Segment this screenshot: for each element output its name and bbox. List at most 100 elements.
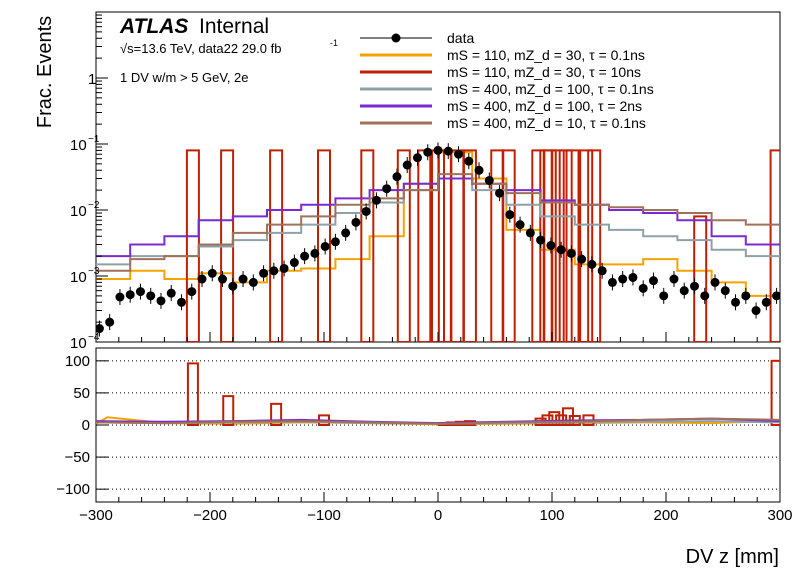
ratio-series-4-line — [96, 417, 780, 425]
ratio-y-tick-label: −50 — [65, 449, 90, 466]
selection-label: 1 DV w/m > 5 GeV, 2e — [120, 70, 249, 85]
series-5-line — [96, 173, 780, 272]
ratio-series-1-spike — [548, 411, 561, 426]
data-point — [238, 274, 248, 284]
ratio-y-tick-label: 50 — [73, 385, 90, 402]
data-point — [566, 248, 576, 258]
series-2-spike — [587, 149, 602, 342]
data-point — [772, 291, 780, 301]
x-tick-label: −300 — [79, 507, 113, 524]
data-point — [505, 210, 515, 220]
data-point — [741, 291, 751, 301]
data-point — [320, 241, 330, 251]
data-point — [412, 153, 422, 163]
data-point — [731, 297, 741, 307]
main-y-tick-exponent: −1 — [88, 134, 100, 145]
data-point — [330, 237, 340, 247]
data-point — [536, 235, 546, 245]
data-point — [659, 291, 669, 301]
y-axis-label: Frac. Events — [34, 16, 56, 128]
series-2-spike — [462, 149, 477, 342]
data-point — [690, 281, 699, 291]
x-tick-label: 100 — [539, 507, 564, 524]
data-point — [556, 245, 566, 255]
ratio-series-1-spike — [222, 395, 235, 426]
data-point — [484, 175, 494, 185]
main-y-tick-label: 10 — [70, 269, 87, 286]
data-point — [546, 240, 556, 250]
data-point — [751, 306, 761, 316]
data-point — [96, 324, 104, 334]
legend-series-0-label: data — [447, 30, 474, 46]
data-point — [341, 228, 351, 238]
data-point — [525, 228, 535, 238]
data-point — [207, 268, 217, 278]
data-point — [577, 254, 587, 264]
data-point — [474, 165, 484, 175]
legend-series-3-label: mS = 400, mZ_d = 100, τ = 0.1ns — [447, 81, 654, 97]
data-point — [607, 277, 617, 287]
data-point — [495, 188, 505, 198]
x-tick-label: −100 — [307, 507, 341, 524]
data-point — [648, 276, 658, 286]
legend-data-marker — [391, 33, 401, 43]
data-point — [269, 266, 279, 276]
series-2-spike — [360, 149, 375, 342]
data-point — [700, 291, 710, 301]
data-point — [248, 277, 258, 287]
ratio-series-1-spike — [186, 362, 199, 426]
data-point — [135, 287, 145, 297]
x-tick-label: 300 — [767, 507, 792, 524]
data-point — [761, 297, 771, 307]
series-2-spike — [269, 149, 284, 342]
data-point — [628, 272, 638, 282]
ratio-y-tick-label: 100 — [65, 353, 90, 370]
legend-series-1-label: mS = 110, mZ_d = 30, τ = 0.1ns — [447, 47, 645, 63]
data-point — [638, 283, 648, 293]
main-y-tick-exponent: −4 — [88, 332, 100, 343]
ratio-y-tick-label: −100 — [56, 481, 90, 498]
data-point — [443, 146, 453, 156]
legend-series-5-label: mS = 400, mZ_d = 10, τ = 0.1ns — [447, 115, 646, 131]
main-y-tick-label: 1 — [88, 71, 96, 88]
data-point — [228, 281, 238, 291]
series-2-spike — [542, 149, 557, 342]
data-point — [177, 297, 186, 307]
data-point — [187, 287, 197, 297]
x-tick-label: 0 — [434, 507, 442, 524]
data-point — [710, 277, 720, 287]
main-series-layer — [96, 142, 780, 342]
series-2-spike — [565, 149, 580, 342]
data-point — [392, 172, 402, 182]
main-y-tick-label: 10 — [70, 335, 87, 352]
data-point — [587, 259, 597, 269]
data-point — [300, 251, 310, 261]
series-2-spike — [501, 149, 516, 342]
data-point — [361, 206, 371, 216]
data-point — [720, 286, 730, 296]
series-2-spike — [769, 149, 780, 342]
data-point — [279, 263, 289, 273]
legend-series-4-label: mS = 400, mZ_d = 100, τ = 2ns — [447, 98, 642, 114]
data-point — [464, 156, 474, 166]
x-tick-label: 200 — [653, 507, 678, 524]
data-point — [115, 292, 125, 302]
x-axis-label: DV z [mm] — [686, 546, 779, 568]
series-2-spike — [317, 149, 331, 342]
ratio-series-1-spike — [770, 359, 780, 427]
data-point — [156, 296, 166, 306]
data-point — [454, 149, 464, 159]
main-y-tick-label: 10 — [70, 203, 87, 220]
status-label: Internal — [199, 15, 269, 38]
data-point — [679, 286, 689, 296]
data-point — [433, 145, 443, 155]
data-point — [423, 147, 433, 157]
ratio-series-layer — [96, 359, 780, 427]
data-point — [515, 220, 525, 230]
data-point — [146, 291, 156, 301]
data-point — [125, 290, 135, 300]
data-point — [166, 288, 176, 298]
data-point — [382, 184, 392, 194]
